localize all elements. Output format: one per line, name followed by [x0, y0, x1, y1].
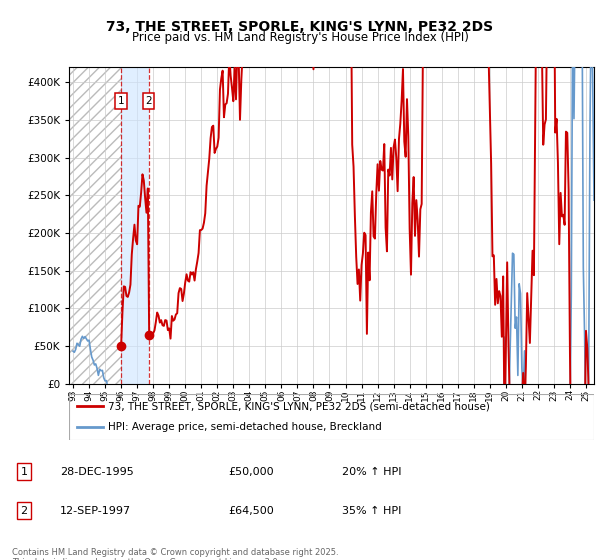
Text: 2: 2 — [145, 96, 152, 106]
Text: Price paid vs. HM Land Registry's House Price Index (HPI): Price paid vs. HM Land Registry's House … — [131, 31, 469, 44]
Text: 35% ↑ HPI: 35% ↑ HPI — [342, 506, 401, 516]
Bar — [121, 67, 149, 384]
Text: 12-SEP-1997: 12-SEP-1997 — [60, 506, 131, 516]
Text: Contains HM Land Registry data © Crown copyright and database right 2025.
This d: Contains HM Land Registry data © Crown c… — [12, 548, 338, 560]
Text: 28-DEC-1995: 28-DEC-1995 — [60, 466, 134, 477]
Bar — [69, 67, 121, 384]
Text: £50,000: £50,000 — [228, 466, 274, 477]
Text: 73, THE STREET, SPORLE, KING'S LYNN, PE32 2DS: 73, THE STREET, SPORLE, KING'S LYNN, PE3… — [106, 20, 494, 34]
Text: 1: 1 — [118, 96, 124, 106]
Text: £64,500: £64,500 — [228, 506, 274, 516]
Text: 2: 2 — [20, 506, 28, 516]
Text: HPI: Average price, semi-detached house, Breckland: HPI: Average price, semi-detached house,… — [109, 422, 382, 432]
Text: 20% ↑ HPI: 20% ↑ HPI — [342, 466, 401, 477]
Text: 73, THE STREET, SPORLE, KING'S LYNN, PE32 2DS (semi-detached house): 73, THE STREET, SPORLE, KING'S LYNN, PE3… — [109, 401, 490, 411]
Text: 1: 1 — [20, 466, 28, 477]
